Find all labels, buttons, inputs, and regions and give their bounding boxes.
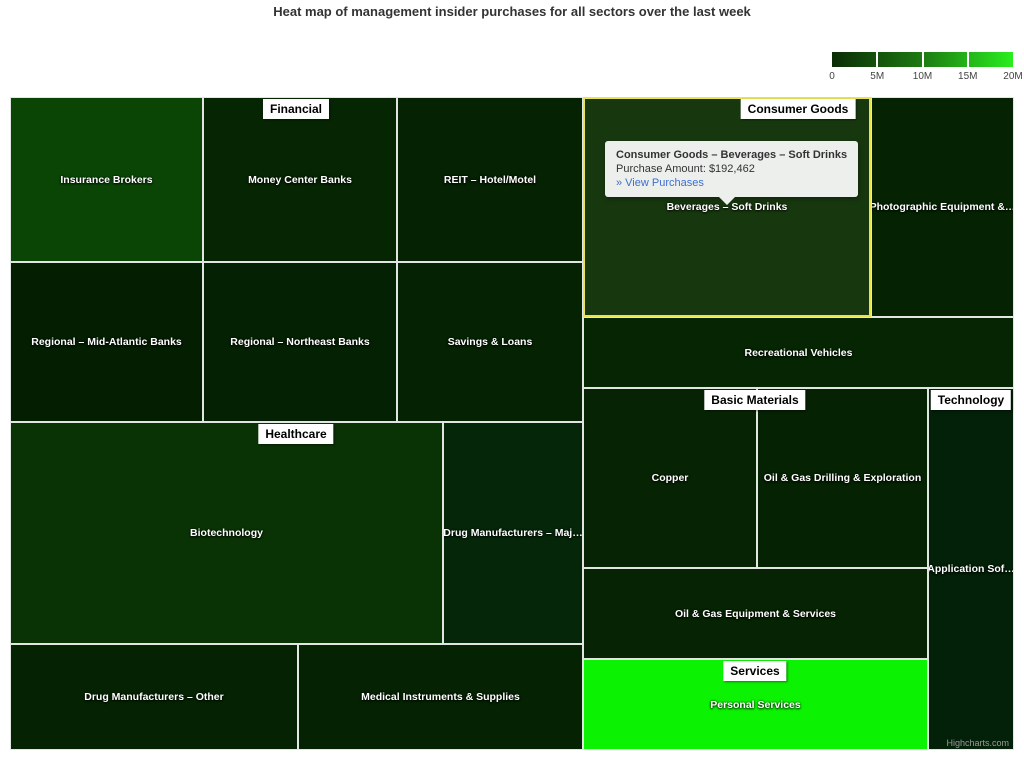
sector-label-consumer-goods: Consumer Goods (740, 99, 856, 119)
color-axis-gradient-bar (832, 52, 1013, 67)
sector-label-financial: Financial (262, 99, 330, 119)
tile-label: Application Sof… (928, 563, 1014, 575)
tile-label: Regional – Northeast Banks (230, 336, 370, 348)
legend-tick-label: 0 (829, 71, 835, 82)
treemap-tile[interactable]: Money Center Banks (203, 97, 397, 262)
color-axis-legend: 0 5M 10M 15M 20M (829, 52, 1023, 84)
tile-label: Biotechnology (190, 527, 263, 539)
treemap-tile[interactable]: Beverages – Soft Drinks (583, 97, 871, 317)
treemap-tile[interactable]: REIT – Hotel/Motel (397, 97, 583, 262)
tile-label: Oil & Gas Equipment & Services (674, 607, 837, 620)
legend-tick-label: 5M (870, 71, 885, 82)
treemap-tile[interactable]: Oil & Gas Drilling & Exploration (757, 388, 928, 568)
sector-label-services: Services (723, 661, 787, 681)
tile-label: Recreational Vehicles (744, 346, 853, 359)
legend-tick-label: 20M (1003, 71, 1023, 82)
chart-title: Heat map of management insider purchases… (273, 4, 751, 19)
sector-label-basic-materials: Basic Materials (704, 390, 806, 410)
sector-label-technology: Technology (930, 390, 1012, 410)
tooltip-callout-arrow (719, 197, 735, 205)
legend-tick (876, 52, 879, 67)
tooltip-title: Consumer Goods – Beverages – Soft Drinks (616, 149, 848, 161)
tile-label: Money Center Banks (248, 173, 352, 186)
tile-label: REIT – Hotel/Motel (443, 173, 537, 186)
tile-label: Drug Manufacturers – Other (84, 691, 224, 703)
tile-label: Regional – Mid-Atlantic Banks (31, 336, 182, 348)
treemap-tile[interactable]: Application Sof… (928, 388, 1014, 750)
color-axis-labels: 0 5M 10M 15M 20M (829, 71, 1023, 84)
legend-tick-label: 15M (958, 71, 978, 82)
treemap-tile[interactable]: Drug Manufacturers – Maj… (443, 422, 583, 644)
tile-label: Drug Manufacturers – Maj… (443, 527, 583, 539)
tile-label: Beverages – Soft Drinks (666, 201, 788, 213)
view-purchases-link[interactable]: » View Purchases (616, 177, 704, 189)
treemap-tile[interactable]: Biotechnology (10, 422, 443, 644)
treemap-tile[interactable]: Regional – Northeast Banks (203, 262, 397, 422)
treemap-tile[interactable]: Copper (583, 388, 757, 568)
tile-label: Savings & Loans (447, 336, 533, 348)
legend-tick (921, 52, 924, 67)
legend-tick (966, 52, 969, 67)
tile-label: Medical Instruments & Supplies (361, 691, 520, 703)
tile-label: Personal Services (710, 698, 801, 711)
tooltip-purchase-amount: Purchase Amount: $192,462 (616, 163, 755, 175)
treemap-tile[interactable]: Regional – Mid-Atlantic Banks (10, 262, 203, 422)
sector-label-healthcare: Healthcare (258, 424, 334, 444)
tile-label: Oil & Gas Drilling & Exploration (763, 472, 922, 484)
tile-label: Photographic Equipment &… (871, 201, 1014, 213)
treemap-tile[interactable]: Insurance Brokers (10, 97, 203, 262)
treemap-tile[interactable]: Drug Manufacturers – Other (10, 644, 298, 750)
treemap-tile[interactable]: Recreational Vehicles (583, 317, 1014, 388)
treemap-tile[interactable]: Medical Instruments & Supplies (298, 644, 583, 750)
highcharts-credit-link[interactable]: Highcharts.com (946, 738, 1009, 748)
treemap-tile[interactable]: Savings & Loans (397, 262, 583, 422)
tooltip: Consumer Goods – Beverages – Soft Drinks… (605, 141, 859, 205)
treemap-tile[interactable]: Photographic Equipment &… (871, 97, 1014, 317)
legend-tick-label: 10M (912, 71, 933, 82)
tile-label: Copper (651, 472, 689, 484)
treemap-tile[interactable]: Oil & Gas Equipment & Services (583, 568, 928, 659)
tile-label: Insurance Brokers (60, 173, 153, 186)
